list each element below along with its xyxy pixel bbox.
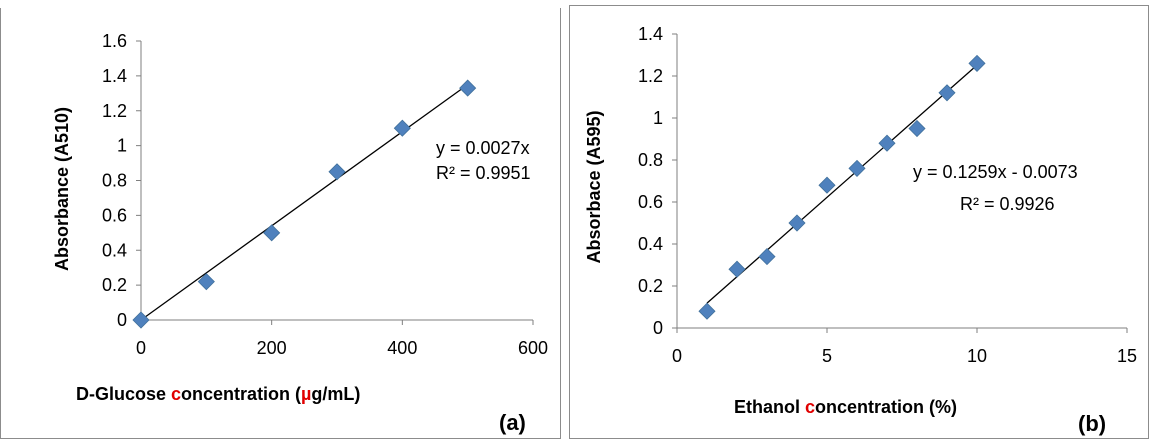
chart-a-trendline bbox=[140, 84, 469, 321]
chart-b-xlabel-accent: c bbox=[805, 397, 815, 417]
data-point bbox=[263, 224, 281, 242]
chart-a-trendline-group bbox=[140, 84, 469, 321]
data-point bbox=[908, 119, 926, 138]
chart-b-xlabel: Ethanol concentration (%) bbox=[734, 397, 957, 417]
y-tick-label: 1.4 bbox=[102, 66, 127, 86]
data-point bbox=[459, 79, 477, 97]
data-point bbox=[393, 119, 411, 137]
data-point bbox=[788, 214, 806, 232]
y-tick-label: 1.4 bbox=[638, 24, 663, 44]
y-tick-label: 1.6 bbox=[102, 31, 127, 51]
chart-panel-b: 0 0.2 0.4 0.6 0.8 1 1.2 1.4 0 5 10 15 y = 0.1259x -… bbox=[569, 5, 1149, 439]
chart-a-r-squared: R² = 0.9951 bbox=[436, 163, 531, 183]
x-tick-label: 10 bbox=[967, 346, 987, 366]
chart-a-svg: 0 0.2 0.4 0.6 0.8 1 1.2 1.4 1.6 0 200 400 600 y = 0.… bbox=[52, 31, 548, 435]
chart-a-ylabel: Absorbance (A510) bbox=[52, 107, 72, 271]
chart-a-axes: 0 0.2 0.4 0.6 0.8 1 1.2 1.4 1.6 0 200 400 600 bbox=[102, 31, 548, 358]
y-tick-label: 0.6 bbox=[102, 205, 127, 225]
y-tick-label: 0.4 bbox=[638, 234, 663, 254]
chart-a-xlabel: D-Glucose concentration (µg/mL) bbox=[76, 384, 360, 404]
data-point bbox=[878, 134, 896, 152]
x-tick-label: 5 bbox=[822, 346, 832, 366]
chart-b-trendline bbox=[706, 64, 978, 304]
y-tick-label: 1 bbox=[653, 108, 663, 128]
chart-b-ylabel: Absorbace (A595) bbox=[584, 110, 604, 263]
chart-a-xlabel-accent: µ bbox=[301, 384, 311, 404]
y-tick-label: 0.8 bbox=[638, 150, 663, 170]
data-point bbox=[132, 311, 150, 329]
chart-a-xlabel-part: D-Glucose bbox=[76, 384, 171, 404]
data-point bbox=[758, 248, 776, 266]
chart-b-svg: 0 0.2 0.4 0.6 0.8 1 1.2 1.4 0 5 10 15 y = 0.1259x -… bbox=[584, 24, 1137, 436]
y-tick-label: 0 bbox=[117, 310, 127, 330]
chart-a-xlabel-part: oncentration ( bbox=[181, 384, 301, 404]
y-tick-label: 0.2 bbox=[102, 275, 127, 295]
x-tick-label: 15 bbox=[1117, 346, 1137, 366]
x-tick-label: 0 bbox=[136, 338, 146, 358]
y-tick-label: 1.2 bbox=[638, 66, 663, 86]
data-point bbox=[728, 260, 746, 278]
chart-b-axes: 0 0.2 0.4 0.6 0.8 1 1.2 1.4 0 5 10 15 bbox=[638, 24, 1137, 366]
x-tick-label: 200 bbox=[257, 338, 287, 358]
data-point bbox=[938, 84, 956, 102]
data-point bbox=[328, 163, 346, 181]
x-tick-label: 0 bbox=[672, 346, 682, 366]
data-point bbox=[968, 54, 986, 72]
x-tick-label: 600 bbox=[518, 338, 548, 358]
chart-a-points bbox=[132, 79, 477, 329]
chart-b-xlabel-part: oncentration (%) bbox=[815, 397, 957, 417]
x-tick-label: 400 bbox=[387, 338, 417, 358]
chart-b-trendline-group bbox=[706, 64, 978, 304]
y-tick-label: 1.2 bbox=[102, 101, 127, 121]
data-point bbox=[848, 159, 866, 177]
chart-b-r-squared: R² = 0.9926 bbox=[960, 194, 1055, 214]
y-tick-label: 0 bbox=[653, 318, 663, 338]
chart-panel-a: 0 0.2 0.4 0.6 0.8 1 1.2 1.4 1.6 0 200 400 600 y = 0.… bbox=[0, 8, 561, 439]
data-point bbox=[698, 302, 716, 320]
y-tick-label: 0.6 bbox=[638, 192, 663, 212]
chart-a-xlabel-part: g/mL) bbox=[311, 384, 360, 404]
chart-b-xlabel-part: Ethanol bbox=[734, 397, 805, 417]
chart-b-points bbox=[698, 54, 986, 320]
y-tick-label: 0.4 bbox=[102, 240, 127, 260]
y-tick-label: 1 bbox=[117, 136, 127, 156]
data-point bbox=[818, 176, 836, 194]
chart-b-panel-tag: (b) bbox=[1078, 411, 1106, 436]
y-tick-label: 0.8 bbox=[102, 171, 127, 191]
chart-a-xlabel-accent: c bbox=[171, 384, 181, 404]
chart-a-equation: y = 0.0027x bbox=[436, 138, 530, 158]
chart-b-equation: y = 0.1259x - 0.0073 bbox=[913, 162, 1078, 182]
data-point bbox=[197, 273, 215, 291]
chart-a-panel-tag: (a) bbox=[499, 410, 526, 435]
y-tick-label: 0.2 bbox=[638, 276, 663, 296]
